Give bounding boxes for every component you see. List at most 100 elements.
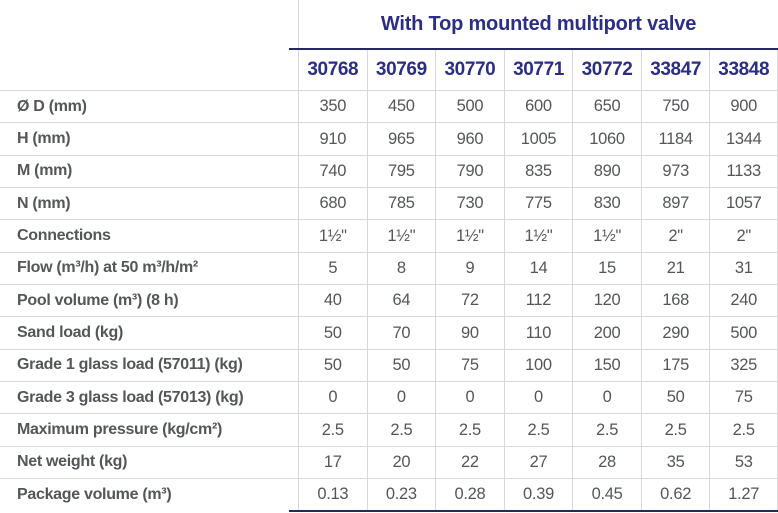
column-header-cell: 30772 <box>572 50 641 90</box>
data-cell-wrap: 680 <box>298 188 367 220</box>
data-cell: 0.23 <box>385 485 417 504</box>
data-cell: 21 <box>666 258 685 277</box>
data-cell: 600 <box>525 97 552 116</box>
data-cell-wrap: 31 <box>709 252 778 285</box>
table-row: N (mm) 680 785 730 775 830 897 1057 <box>0 187 778 220</box>
data-cell: 31 <box>734 258 753 277</box>
data-cell-wrap: 1½" <box>366 220 436 252</box>
data-cell-wrap: 50 <box>298 317 367 349</box>
data-cell-wrap: 50 <box>366 349 436 382</box>
data-cell: 730 <box>456 194 484 213</box>
data-cell: 50 <box>666 388 685 407</box>
data-cell: 0.39 <box>523 485 554 504</box>
data-cell: 35 <box>666 452 685 471</box>
data-cell: 1005 <box>520 129 557 148</box>
data-cell: 70 <box>392 323 411 342</box>
data-cell-wrap: 650 <box>572 91 641 123</box>
data-cell-wrap: 1060 <box>572 123 641 155</box>
data-cell-wrap: 900 <box>709 91 778 123</box>
data-cell-wrap: 325 <box>709 349 778 382</box>
data-cell-wrap: 1184 <box>640 123 710 155</box>
data-cell: 0.62 <box>660 485 692 504</box>
row-label: Maximum pressure (kg/cm²) <box>17 421 223 439</box>
data-cell: 830 <box>593 194 621 213</box>
header-top-rule-row <box>0 48 778 50</box>
data-cell-wrap: 2" <box>709 220 778 252</box>
data-cell-wrap: 70 <box>366 317 436 349</box>
column-header-value: 33848 <box>718 59 770 80</box>
data-cell-wrap: 2.5 <box>298 414 367 446</box>
data-cell-wrap: 973 <box>640 155 710 188</box>
data-cell: 890 <box>593 161 621 180</box>
data-cell-wrap: 960 <box>435 123 504 155</box>
data-cell: 2.5 <box>527 420 550 439</box>
data-cell: 40 <box>323 291 342 310</box>
data-cell: 785 <box>388 194 415 213</box>
data-cell: 1060 <box>589 129 625 148</box>
data-cell-wrap: 785 <box>366 188 436 220</box>
data-cell-wrap: 2.5 <box>435 414 504 446</box>
data-cell-wrap: 72 <box>435 285 504 317</box>
data-cell-wrap: 1½" <box>435 220 504 252</box>
data-cell-wrap: 9 <box>435 252 504 285</box>
data-cell-wrap: 600 <box>503 91 573 123</box>
data-cell: 27 <box>529 452 548 471</box>
data-cell: 0 <box>396 388 406 407</box>
data-cell-wrap: 112 <box>503 285 573 317</box>
data-cell: 1.27 <box>728 485 760 504</box>
table-row: Grade 3 glass load (57013) (kg) 0 0 0 0 0 50 75 <box>0 381 778 414</box>
data-cell: 775 <box>525 194 552 213</box>
data-cell: 75 <box>461 355 479 374</box>
row-label: Package volume (m³) <box>17 485 172 503</box>
data-cell: 1133 <box>726 161 762 180</box>
data-cell-wrap: 27 <box>503 446 573 479</box>
data-cell-wrap: 750 <box>640 91 710 123</box>
data-cell-wrap: 830 <box>572 188 641 220</box>
data-cell: 15 <box>598 258 616 277</box>
data-cell: 53 <box>734 452 753 471</box>
data-cell: 75 <box>734 388 753 407</box>
data-cell-wrap: 965 <box>366 123 436 155</box>
data-cell: 0 <box>534 388 543 407</box>
data-cell: 650 <box>593 97 621 116</box>
data-cell: 910 <box>319 129 347 148</box>
data-cell: 100 <box>525 355 552 374</box>
data-cell-wrap: 0.45 <box>572 479 641 511</box>
data-cell-wrap: 0.13 <box>298 479 367 511</box>
column-header-value: 30771 <box>513 59 564 80</box>
data-cell: 1½" <box>387 226 416 245</box>
data-cell-wrap: 890 <box>572 155 641 188</box>
data-cell-wrap: 21 <box>640 252 710 285</box>
data-cell: 22 <box>461 452 479 471</box>
data-cell: 500 <box>456 97 484 116</box>
table-row: H (mm) 910 965 960 1005 1060 1184 1344 <box>0 122 778 155</box>
data-cell: 2.5 <box>321 420 344 439</box>
table-row: Connections 1½" 1½" 1½" 1½" 1½" 2" 2" <box>0 219 778 252</box>
row-label: Ø D (mm) <box>17 97 87 115</box>
data-cell: 2.5 <box>458 420 481 439</box>
data-cell: 897 <box>662 194 689 213</box>
column-header-cell: 30770 <box>435 50 504 90</box>
data-cell-wrap: 0 <box>366 382 436 414</box>
row-label: H (mm) <box>17 130 71 148</box>
data-cell: 680 <box>319 194 347 213</box>
data-cell-wrap: 2.5 <box>503 414 573 446</box>
data-cell: 350 <box>319 97 347 116</box>
data-cell-wrap: 835 <box>503 155 573 188</box>
data-cell-wrap: 775 <box>503 188 573 220</box>
header-top-rule <box>289 48 778 50</box>
data-cell-wrap: 1344 <box>709 123 778 155</box>
data-cell: 0 <box>602 388 612 407</box>
data-cell: 64 <box>392 291 411 310</box>
data-cell-wrap: 168 <box>640 285 710 317</box>
data-cell: 5 <box>328 258 338 277</box>
data-cell-wrap: 64 <box>366 285 436 317</box>
data-cell-wrap: 75 <box>709 382 778 414</box>
table-row: Grade 1 glass load (57011) (kg) 50 50 75 100… <box>0 348 778 382</box>
data-cell: 28 <box>598 452 616 471</box>
data-cell-wrap: 500 <box>709 317 778 349</box>
data-cell: 0 <box>328 388 338 407</box>
data-cell: 1½" <box>318 226 347 245</box>
data-cell: 0.28 <box>454 485 486 504</box>
